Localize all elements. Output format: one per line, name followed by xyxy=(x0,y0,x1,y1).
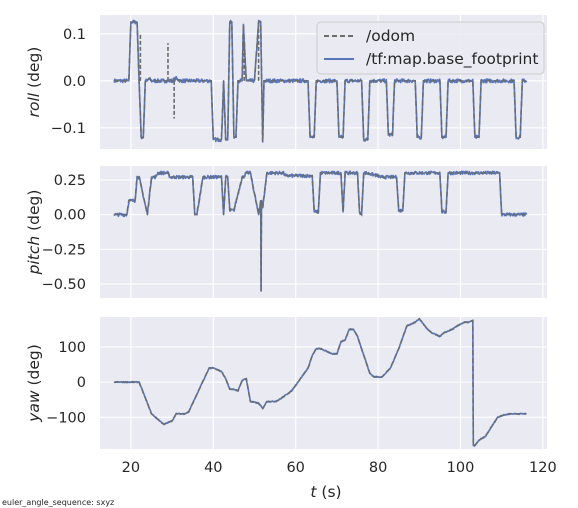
x-tick-label: 120 xyxy=(529,460,557,476)
legend-label-odom: /odom xyxy=(366,27,415,45)
series-line-odom-roll xyxy=(114,21,527,142)
y-axis-var: yaw xyxy=(25,390,43,423)
y-axis-var: pitch xyxy=(25,236,43,276)
x-axis-unit: (s) xyxy=(316,483,341,501)
y-tick-label: 0 xyxy=(77,375,86,391)
y-tick-label: −0.1 xyxy=(51,121,86,137)
y-tick-label: −0.25 xyxy=(42,242,86,258)
y-axis-var: roll xyxy=(25,92,43,117)
y-axis-label-roll: roll (deg) xyxy=(25,47,43,118)
panel-background xyxy=(100,166,547,298)
x-axis-var: t xyxy=(310,483,317,501)
y-axis-label-pitch: pitch (deg) xyxy=(25,190,43,276)
panel-background xyxy=(100,317,547,449)
legend-box xyxy=(316,21,545,75)
x-axis-label: t (s) xyxy=(310,483,341,501)
y-tick-label: 0.25 xyxy=(54,173,86,189)
x-tick-label: 60 xyxy=(286,460,304,476)
y-axis-unit: (deg) xyxy=(25,344,43,390)
series-line-odom-pitch xyxy=(114,172,527,292)
legend: /odom /tf:map.base_footprint xyxy=(316,21,545,75)
chart-panels: 0.1 0.0 −0.1 roll (deg) 0.25 0.00 −0.25 −0.50pi… xyxy=(25,15,557,476)
y-tick-label: −100 xyxy=(46,410,86,426)
x-tick-label: 100 xyxy=(447,460,475,476)
footnote: euler_angle_sequence: sxyz xyxy=(2,498,114,507)
x-tick-label: 80 xyxy=(369,460,387,476)
series-line-odom-yaw xyxy=(114,317,527,447)
x-tick-label: 40 xyxy=(204,460,222,476)
legend-label-tf: /tf:map.base_footprint xyxy=(366,50,538,69)
y-tick-label: 0.0 xyxy=(63,74,86,90)
y-tick-label: 100 xyxy=(58,340,86,356)
y-axis-unit: (deg) xyxy=(25,47,43,93)
y-axis-label-yaw: yaw (deg) xyxy=(25,344,43,423)
y-axis-unit: (deg) xyxy=(25,190,43,236)
y-tick-label: 0.00 xyxy=(54,208,86,224)
y-tick-label: −0.50 xyxy=(42,277,86,293)
y-tick-label: 0.1 xyxy=(63,27,86,43)
x-tick-label: 20 xyxy=(122,460,140,476)
